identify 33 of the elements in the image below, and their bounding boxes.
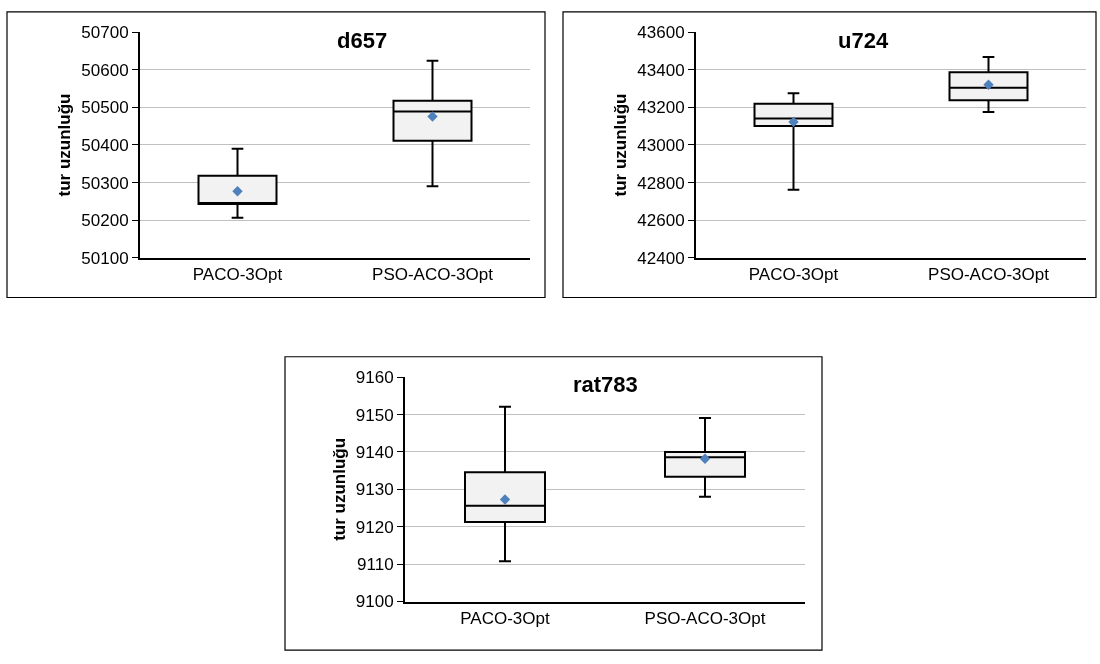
y-tick-label: 9110 xyxy=(357,555,394,575)
y-tick-label: 50400 xyxy=(81,135,129,155)
y-tick-label: 9150 xyxy=(355,405,394,425)
y-tick-label: 43400 xyxy=(637,60,685,80)
chart-title: u724 xyxy=(838,28,889,53)
y-tick-label: 42600 xyxy=(637,211,685,231)
x-tick-label: PACO-3Opt xyxy=(192,265,283,285)
y-tick-label: 9160 xyxy=(355,368,394,388)
y-tick-label: 43000 xyxy=(637,135,685,155)
y-axis-title: tur uzunluğu xyxy=(55,93,75,197)
x-tick-label: PACO-3Opt xyxy=(748,265,839,285)
y-axis-title: tur uzunluğu xyxy=(329,437,349,541)
y-tick-label: 42800 xyxy=(637,173,685,193)
y-tick-label: 43600 xyxy=(637,23,685,43)
x-tick-label: PSO-ACO-3Opt xyxy=(372,265,494,285)
y-tick-label: 9140 xyxy=(355,442,394,462)
y-tick-label: 50600 xyxy=(81,60,129,80)
y-axis-title: tur uzunluğu xyxy=(611,93,631,197)
y-tick-label: 9100 xyxy=(355,592,394,612)
chart-title: d657 xyxy=(337,28,388,53)
y-tick-label: 9130 xyxy=(355,480,394,500)
y-tick-label: 42400 xyxy=(637,248,685,268)
x-tick-label: PSO-ACO-3Opt xyxy=(928,265,1050,285)
y-tick-label: 50200 xyxy=(81,211,129,231)
y-tick-label: 9120 xyxy=(355,517,394,537)
y-tick-label: 43200 xyxy=(637,98,685,118)
y-tick-label: 50100 xyxy=(81,248,129,268)
y-tick-label: 50500 xyxy=(81,98,129,118)
y-tick-label: 50700 xyxy=(81,23,129,43)
x-tick-label: PSO-ACO-3Opt xyxy=(644,608,766,628)
chart-title: rat783 xyxy=(573,372,638,397)
y-tick-label: 50300 xyxy=(81,173,129,193)
x-tick-label: PACO-3Opt xyxy=(460,608,550,628)
